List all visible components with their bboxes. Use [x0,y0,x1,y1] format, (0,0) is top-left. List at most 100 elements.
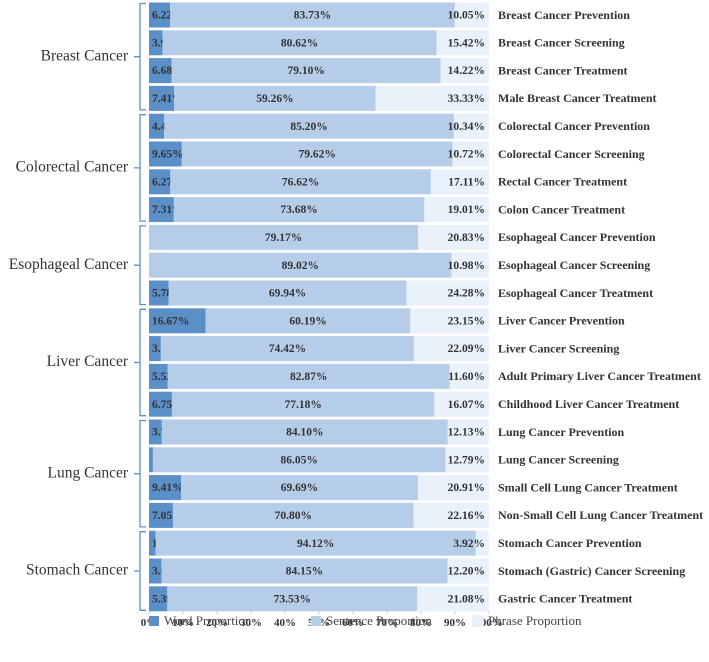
bar-segment [149,85,175,111]
bar-segment [436,30,489,56]
group-label: Esophageal Cancer [9,256,129,273]
value-label: 21.08% [448,593,485,605]
value-label: 77.18% [284,399,321,411]
bar-segment [406,280,489,306]
bar-segment [205,308,411,334]
bar-segment [171,391,435,417]
value-label: 76.62% [282,176,319,188]
category-label: Non-Small Cell Lung Cancer Treatment [498,508,703,522]
group-bracket [134,308,146,417]
category-label: Colorectal Cancer Prevention [498,119,650,133]
value-label: 74.42% [269,343,306,355]
bar-segment [447,419,489,445]
category-label: Liver Cancer Screening [498,341,619,355]
bar-segment [454,2,489,28]
value-label: 89.02% [282,260,319,272]
x-tick-label: 20% [206,617,228,629]
bar-segment [170,2,455,28]
bar-segment [149,197,174,223]
value-label: 14.22% [448,65,485,77]
bar-segment [152,447,446,473]
group-bracket [134,225,146,306]
bar-segment [434,391,489,417]
bar-segment [149,2,171,28]
value-label: 73.68% [280,204,317,216]
bar-segment [149,58,172,84]
bar-segment [170,169,431,195]
legend-label: Sentence Proportion [326,613,432,628]
bar-segment [149,280,169,306]
value-label: 59.26% [256,93,293,105]
bar-segment [149,419,162,445]
x-tick-label: 40% [274,617,296,629]
value-label: 20.83% [448,232,485,244]
bar-segment [149,363,168,389]
legend-label: Word Proportion [164,613,252,628]
category-label: Esophageal Cancer Treatment [498,286,653,300]
bar-segment [440,58,489,84]
bar-segment [149,169,171,195]
value-label: 11.60% [448,371,485,383]
value-label: 85.20% [290,121,327,133]
value-label: 60.19% [289,315,326,327]
bar-segment [375,85,489,111]
value-label: 12.13% [448,427,485,439]
bar-segment [451,252,489,278]
bar-segment [149,530,156,556]
value-label: 69.69% [281,482,318,494]
value-label: 79.62% [298,149,335,161]
bar-segment [164,113,454,139]
bar-segment [161,419,448,445]
bar-segment [449,363,489,389]
bar-segment [413,336,489,362]
bar-segment [172,502,414,528]
bar-segment [160,336,414,362]
category-label: Male Breast Cancer Treatment [498,91,657,105]
value-label: 12.20% [448,566,485,578]
bar-segment [173,197,425,223]
x-tick-label: 90% [444,617,466,629]
bar-segment [453,113,490,139]
bar-segment [167,363,450,389]
category-label: Rectal Cancer Treatment [498,175,627,189]
bar-segment [149,475,181,501]
bar-segment [174,85,376,111]
x-tick-label: 10% [172,617,194,629]
category-label: Esophageal Cancer Prevention [498,230,656,244]
value-label: 83.73% [294,10,331,22]
value-label: 23.15% [448,315,485,327]
value-label: 70.80% [275,510,312,522]
value-label: 10.72% [448,149,485,161]
value-label: 10.98% [448,260,485,272]
value-label: 94.12% [297,538,334,550]
bar-segment [418,224,489,250]
value-label: 80.62% [281,37,318,49]
group-bracket [134,419,146,528]
value-label: 3.92% [453,538,485,550]
value-label: 9.65% [152,149,184,161]
value-label: 86.05% [281,454,318,466]
bar-segment [447,558,490,584]
category-label: Gastric Cancer Treatment [498,592,632,606]
group-bracket [134,114,146,222]
value-label: 20.91% [448,482,485,494]
bar-segment [149,558,162,584]
bar-segment [149,391,172,417]
bar-segment [162,30,437,56]
category-label: Stomach (Gastric) Cancer Screening [498,564,685,578]
value-label: 33.33% [448,93,485,105]
bar-segment [410,308,490,334]
value-label: 79.17% [265,232,302,244]
bar-segment [452,141,489,167]
category-label: Small Cell Lung Cancer Treatment [498,480,678,494]
bar-segment [161,558,448,584]
category-label: Liver Cancer Prevention [498,314,625,328]
value-label: 10.34% [448,121,485,133]
value-label: 24.28% [448,288,485,300]
bar-segment [445,447,489,473]
category-label: Breast Cancer Screening [498,36,625,50]
group-label: Lung Cancer [48,464,129,481]
x-tick-label: 80% [410,617,432,629]
bar-segment [149,502,173,528]
